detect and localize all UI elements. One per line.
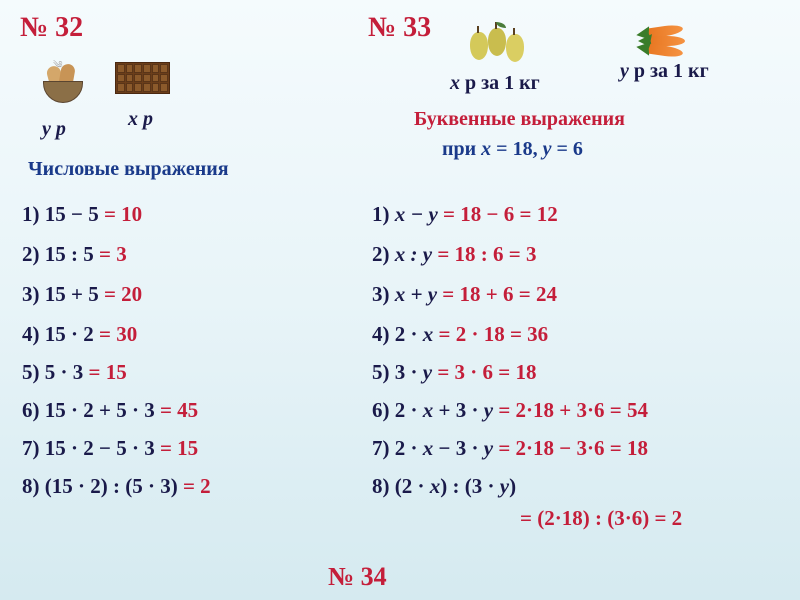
label-y-p: у р: [42, 118, 66, 141]
label-x-kg: х р за 1 кг: [450, 72, 540, 95]
right-line-7: 7) 2 · х − 3 · у = 2·18 − 3·6 = 18: [372, 436, 648, 461]
carrots-icon: [630, 22, 700, 62]
left-line-3: 3) 15 + 5 = 20: [22, 282, 142, 307]
right-line-8-answer: = (2·18) : (3·6) = 2: [520, 506, 682, 531]
left-line-4: 4) 15 · 2 = 30: [22, 322, 137, 347]
right-line-6: 6) 2 · х + 3 · у = 2·18 + 3·6 = 54: [372, 398, 648, 423]
left-line-7: 7) 15 · 2 − 5 · 3 = 15: [22, 436, 198, 461]
numeric-expressions-title: Числовые выражения: [28, 158, 229, 181]
left-line-2: 2) 15 : 5 = 3: [22, 242, 127, 267]
left-line-8: 8) (15 · 2) : (5 · 3) = 2: [22, 474, 211, 499]
right-line-1: 1) х − у = 18 − 6 = 12: [372, 202, 558, 227]
header-n32: № 32: [20, 12, 83, 44]
right-line-3: 3) х + у = 18 + 6 = 24: [372, 282, 557, 307]
chocolate-bar-icon: [115, 62, 170, 94]
right-line-5: 5) 3 · у = 3 · 6 = 18: [372, 360, 537, 385]
left-line-5: 5) 5 · 3 = 15: [22, 360, 127, 385]
right-line-8: 8) (2 · х) : (3 · у): [372, 474, 516, 499]
bread-basket-icon: ༄: [38, 58, 88, 103]
pears-icon: [468, 18, 530, 66]
label-x-p: х р: [128, 108, 153, 131]
left-line-1: 1) 15 − 5 = 10: [22, 202, 142, 227]
right-line-4: 4) 2 · х = 2 · 18 = 36: [372, 322, 548, 347]
label-y-kg: у р за 1 кг: [620, 60, 709, 83]
header-n33: № 33: [368, 12, 431, 44]
right-line-2: 2) х : у = 18 : 6 = 3: [372, 242, 537, 267]
left-line-6: 6) 15 · 2 + 5 · 3 = 45: [22, 398, 198, 423]
header-n34: № 34: [328, 562, 387, 592]
condition-text: при х = 18, у = 6: [442, 138, 583, 161]
letter-expressions-title: Буквенные выражения: [414, 108, 625, 131]
